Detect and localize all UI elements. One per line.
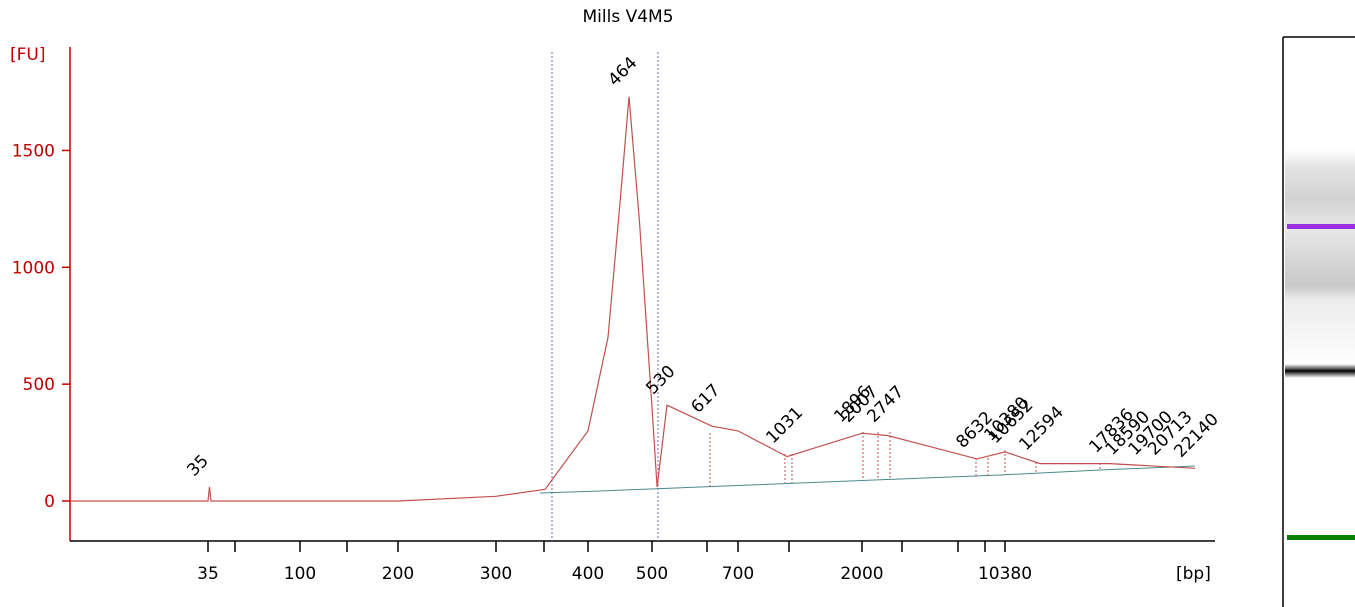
peak-label: 530 (642, 362, 679, 399)
peak-label: 617 (687, 380, 724, 417)
y-tick-label: 500 (23, 375, 55, 395)
gel-upper-marker (1287, 224, 1355, 229)
peak-label: 464 (604, 53, 641, 90)
x-tick-label: 35 (197, 564, 219, 584)
x-tick-label: 300 (480, 564, 512, 584)
gel-lane (1282, 36, 1355, 607)
gel-main-band (1285, 364, 1355, 378)
peak-label: 35 (183, 451, 212, 480)
y-tick-label: 0 (44, 492, 55, 512)
x-tick-label: 200 (382, 564, 414, 584)
x-tick-label: 100 (284, 564, 316, 584)
gel-lower-marker (1287, 535, 1355, 540)
x-axis-ticks: 35 100 200 300 400 500 700 2000 10380 (197, 541, 1032, 584)
y-axis-label: [FU] (10, 45, 46, 65)
y-tick-label: 1500 (12, 141, 55, 161)
y-axis-ticks: 0 500 1000 1500 (12, 141, 70, 512)
x-tick-label: 500 (636, 564, 668, 584)
baseline-line (539, 465, 1196, 494)
x-tick-label: 400 (572, 564, 604, 584)
y-tick-label: 1000 (12, 258, 55, 278)
chart-title: Mills V4M5 (582, 7, 673, 27)
x-tick-label: 10380 (978, 564, 1032, 584)
peak-label: 1031 (762, 403, 807, 448)
electropherogram-trace (70, 96, 1196, 502)
x-tick-label: 700 (722, 564, 754, 584)
x-axis-label: [bp] (1176, 564, 1211, 584)
x-tick-label: 2000 (840, 564, 883, 584)
